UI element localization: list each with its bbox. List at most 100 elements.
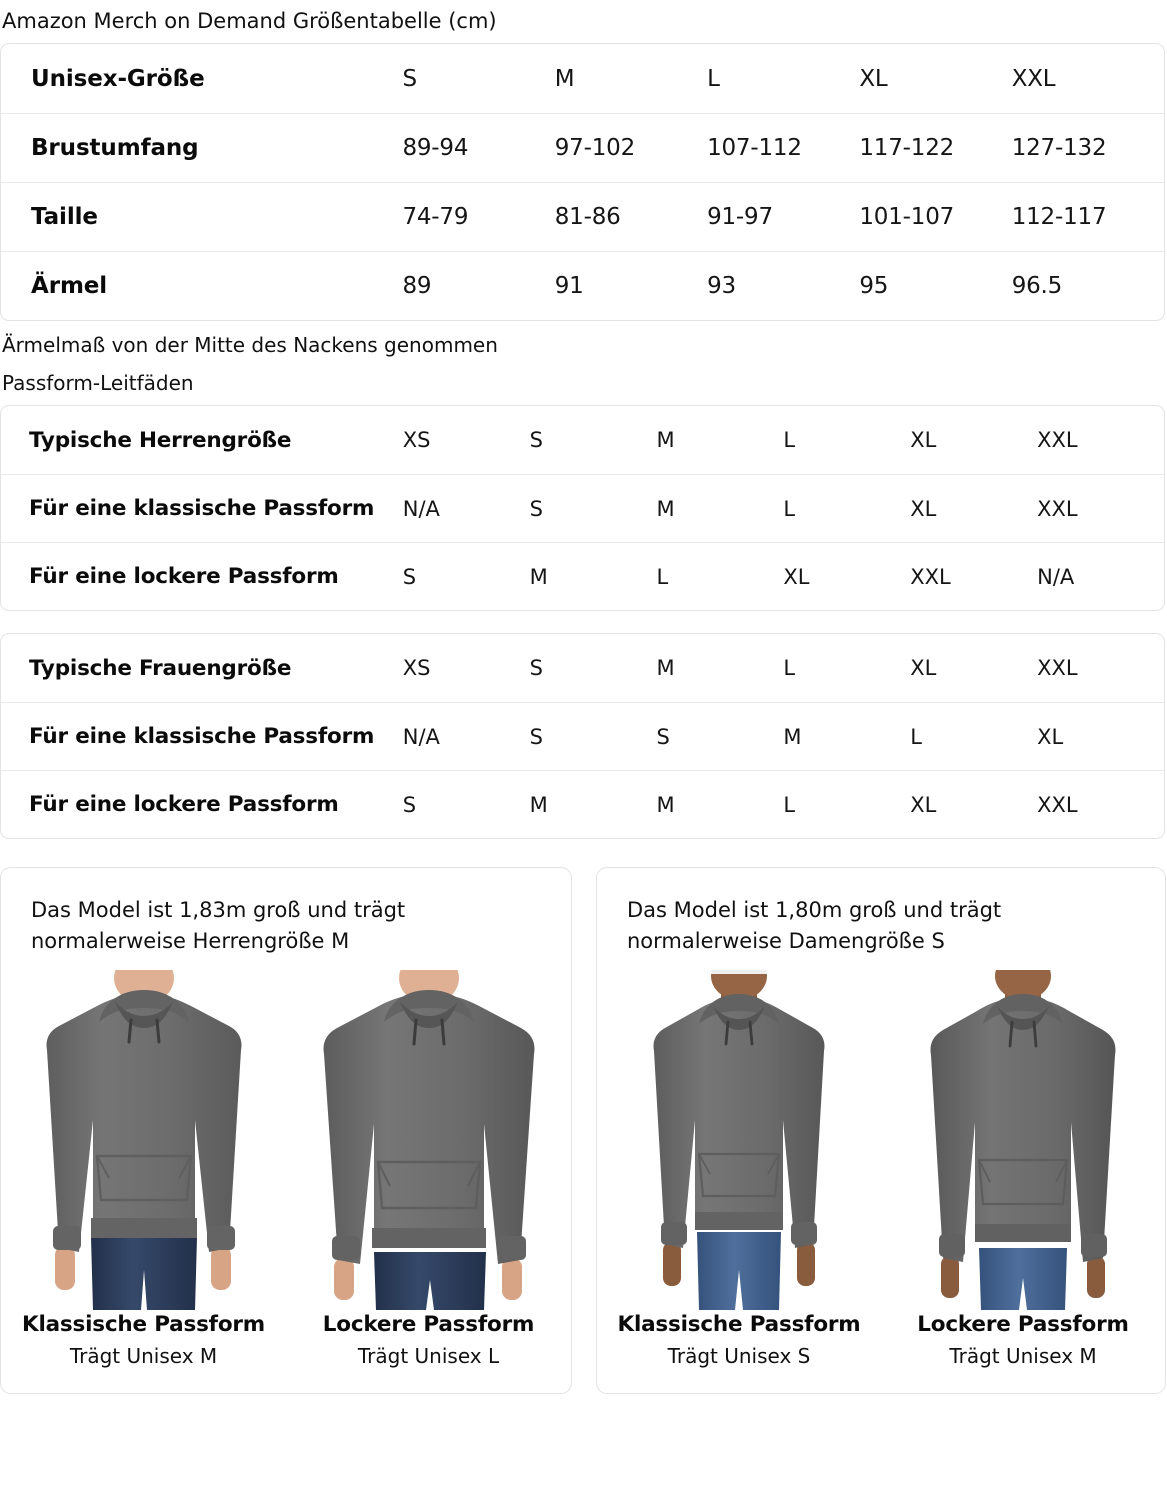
mens-captions: Klassische Passform Trägt Unisex M Locke… [1, 1310, 571, 1393]
cell-waist-l: 91-97 [707, 204, 773, 230]
mens-column-header-s: S [529, 428, 543, 452]
womens-column-header-m: M [656, 656, 675, 680]
mens-column-header-m: M [656, 428, 675, 452]
measurement-table: Unisex-Größe S M L XL XXL Brustumfang 89… [0, 43, 1165, 321]
womens-captions: Klassische Passform Trägt Unisex S Locke… [597, 1310, 1165, 1393]
womens-loose-l: L [783, 792, 796, 817]
mens-fit-header-label: Typische Herrengröße [29, 427, 292, 453]
womens-loose-m: M [656, 792, 675, 817]
table-row: Für eine klassische Passform N/A S S M L… [1, 702, 1164, 770]
column-header-xl: XL [859, 65, 888, 92]
mens-column-header-xs: XS [402, 428, 431, 452]
mens-column-header-l: L [783, 428, 796, 452]
mens-classic-wears: Trägt Unisex M [69, 1344, 218, 1368]
womens-model-description: Das Model ist 1,80m groß und trägt norma… [627, 898, 1002, 953]
womens-fit-table: Typische Frauengröße XS S M L XL XXL Für… [0, 633, 1165, 839]
cell-waist-xxl: 112-117 [1011, 204, 1107, 230]
womens-loose-xxl: XXL [1037, 792, 1078, 817]
womens-classic-xl: L [910, 724, 922, 749]
mens-loose-fit-label: Lockere Passform [322, 1312, 535, 1337]
model-cards: Das Model ist 1,83m groß und trägt norma… [0, 867, 1167, 1394]
mens-loose-caption: Lockere Passform Trägt Unisex L [286, 1310, 571, 1371]
mens-classic-caption: Klassische Passform Trägt Unisex M [1, 1310, 286, 1371]
womens-column-header-xs: XS [402, 656, 431, 680]
mens-loose-figure-wrap [286, 970, 571, 1310]
mens-loose-m: L [656, 564, 669, 589]
mens-loose-xs: S [402, 564, 417, 589]
mens-model-description: Das Model ist 1,83m groß und trägt norma… [31, 898, 406, 953]
womens-loose-caption: Lockere Passform Trägt Unisex M [881, 1310, 1165, 1371]
cell-sleeve-m: 91 [554, 273, 584, 299]
womens-loose-xs: S [402, 792, 417, 817]
womens-loose-wears: Trägt Unisex M [949, 1344, 1097, 1368]
row-label-sleeve: Ärmel [31, 273, 108, 299]
womens-column-header-l: L [783, 656, 796, 680]
cell-chest-xxl: 127-132 [1011, 135, 1107, 161]
table-row: Taille 74-79 81-86 91-97 101-107 112-117 [1, 182, 1164, 251]
mens-classic-fit-label: Klassische Passform [21, 1312, 266, 1337]
mens-model-card: Das Model ist 1,83m groß und trägt norma… [0, 867, 572, 1394]
mens-fit-table: Typische Herrengröße XS S M L XL XXL Für… [0, 405, 1165, 611]
table-row: Brustumfang 89-94 97-102 107-112 117-122… [1, 113, 1164, 182]
column-header-l: L [707, 65, 720, 92]
cell-sleeve-l: 93 [707, 273, 736, 299]
measurement-header-label: Unisex-Größe [31, 65, 205, 92]
mens-column-header-xxl: XXL [1037, 428, 1078, 452]
cell-sleeve-xl: 95 [859, 273, 889, 299]
mens-figures [1, 965, 571, 1310]
womens-row-label-loose: Für eine lockere Passform [29, 792, 339, 817]
mens-loose-hoodie-illustration [323, 970, 534, 1310]
womens-loose-hoodie-illustration [930, 970, 1116, 1310]
womens-classic-xs: N/A [402, 724, 440, 749]
womens-column-header-xxl: XXL [1037, 656, 1078, 680]
mens-classic-figure-wrap [1, 970, 286, 1310]
cell-chest-s: 89-94 [402, 135, 469, 161]
womens-loose-figure-wrap [881, 970, 1165, 1310]
mens-column-header-xl: XL [910, 428, 937, 452]
mens-row-label-loose: Für eine lockere Passform [29, 564, 339, 589]
womens-classic-hoodie-illustration [653, 970, 825, 1310]
cell-sleeve-xxl: 96.5 [1011, 273, 1063, 299]
womens-classic-m: S [656, 724, 670, 749]
mens-row-label-classic: Für eine klassische Passform [29, 496, 375, 521]
cell-waist-xl: 101-107 [859, 204, 955, 230]
page-title: Amazon Merch on Demand Größentabelle (cm… [2, 9, 497, 33]
table-header-row: Typische Frauengröße XS S M L XL XXL [1, 634, 1164, 702]
womens-classic-figure-wrap [597, 970, 881, 1310]
womens-classic-caption: Klassische Passform Trägt Unisex S [597, 1310, 881, 1371]
cell-chest-l: 107-112 [707, 135, 802, 161]
mens-classic-s: S [529, 496, 543, 521]
cell-waist-s: 74-79 [402, 204, 469, 230]
mens-loose-xl: XXL [910, 564, 951, 589]
row-label-waist: Taille [31, 204, 98, 230]
table-row: Ärmel 89 91 93 95 96.5 [1, 251, 1164, 320]
mens-classic-xl: XL [910, 496, 937, 521]
table-header-row: Typische Herrengröße XS S M L XL XXL [1, 406, 1164, 474]
womens-figures [597, 965, 1165, 1310]
fit-guides-heading: Passform-Leitfäden [2, 371, 194, 395]
womens-classic-fit-label: Klassische Passform [617, 1312, 861, 1337]
mens-classic-l: L [783, 496, 796, 521]
row-label-chest: Brustumfang [31, 135, 199, 161]
womens-classic-l: M [783, 724, 802, 749]
mens-classic-xxl: XXL [1037, 496, 1078, 521]
mens-loose-l: XL [783, 564, 810, 589]
mens-classic-m: M [656, 496, 675, 521]
cell-sleeve-s: 89 [402, 273, 432, 299]
womens-column-header-s: S [529, 656, 543, 680]
table-row: Für eine klassische Passform N/A S M L X… [1, 474, 1164, 542]
table-row: Für eine lockere Passform S M M L XL XXL [1, 770, 1164, 838]
table-header-row: Unisex-Größe S M L XL XXL [1, 44, 1164, 113]
womens-loose-fit-label: Lockere Passform [917, 1312, 1129, 1337]
column-header-xxl: XXL [1011, 65, 1056, 92]
column-header-m: M [554, 65, 575, 92]
column-header-s: S [402, 65, 417, 92]
womens-classic-wears: Trägt Unisex S [667, 1344, 811, 1368]
mens-loose-s: M [529, 564, 548, 589]
sleeve-measurement-note: Ärmelmaß von der Mitte des Nackens genom… [2, 333, 498, 357]
cell-chest-m: 97-102 [554, 135, 636, 161]
womens-loose-s: M [529, 792, 548, 817]
womens-column-header-xl: XL [910, 656, 937, 680]
table-row: Für eine lockere Passform S M L XL XXL N… [1, 542, 1164, 610]
womens-row-label-classic: Für eine klassische Passform [29, 724, 375, 749]
